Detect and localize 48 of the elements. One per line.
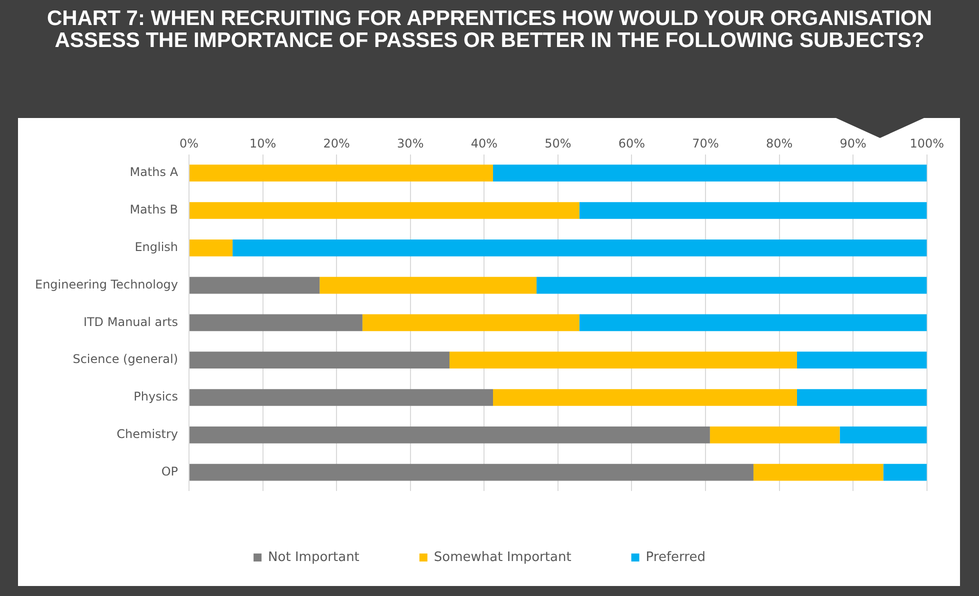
- bar: [579, 202, 927, 219]
- bar: [190, 314, 362, 332]
- bar: [190, 352, 450, 369]
- legend-label: Preferred: [646, 550, 706, 565]
- x-tick-label: 10%: [249, 136, 276, 150]
- bar: [190, 202, 580, 219]
- bar: [190, 276, 320, 294]
- y-tick-label: Engineering Technology: [34, 277, 178, 292]
- bar: [362, 314, 580, 332]
- bar: [232, 239, 927, 256]
- legend-label: Not Important: [268, 550, 360, 565]
- bar: [190, 239, 233, 256]
- bar: [796, 352, 927, 369]
- bar: [493, 389, 797, 406]
- bar: [493, 164, 927, 182]
- x-tick-label: 20%: [323, 136, 350, 150]
- x-tick-label: 0%: [180, 136, 199, 150]
- y-tick-label: Chemistry: [116, 427, 178, 442]
- bar: [536, 276, 927, 294]
- x-tick-label: 30%: [397, 136, 424, 150]
- bar: [190, 164, 494, 182]
- bar: [883, 464, 927, 481]
- chart-title: CHART 7: WHEN RECRUITING FOR APPRENTICES HOW WOULD YOUR ORGANISATION ASSESS THE IMPORTANCE OF PASSES OR BETTER IN THE FOLLOWING SUBJECTS?: [46, 7, 934, 52]
- y-tick-label: English: [134, 240, 178, 254]
- bar: [190, 464, 754, 481]
- x-tick-label: 50%: [544, 136, 572, 150]
- legend-label: Somewhat Important: [434, 550, 572, 565]
- y-tick-label: ITD Manual arts: [83, 314, 178, 329]
- bar: [796, 389, 927, 406]
- bar: [753, 464, 884, 481]
- bar: [840, 426, 927, 444]
- bar: [710, 426, 840, 444]
- x-tick-label: 60%: [618, 136, 646, 150]
- y-tick-label: OP: [161, 464, 178, 478]
- x-tick-label: 80%: [766, 136, 793, 150]
- x-tick-label: 40%: [470, 136, 498, 150]
- y-tick-label: Maths B: [130, 202, 178, 217]
- bar: [579, 314, 927, 332]
- x-tick-label: 100%: [910, 136, 944, 150]
- bar: [190, 426, 710, 444]
- y-tick-label: Maths A: [130, 165, 179, 180]
- bar: [449, 352, 797, 369]
- y-tick-label: Science (general): [72, 352, 178, 366]
- x-tick-label: 90%: [840, 136, 866, 150]
- bar: [320, 276, 537, 294]
- y-tick-label: Physics: [134, 390, 178, 404]
- x-tick-label: 70%: [692, 136, 719, 150]
- bar: [190, 389, 494, 406]
